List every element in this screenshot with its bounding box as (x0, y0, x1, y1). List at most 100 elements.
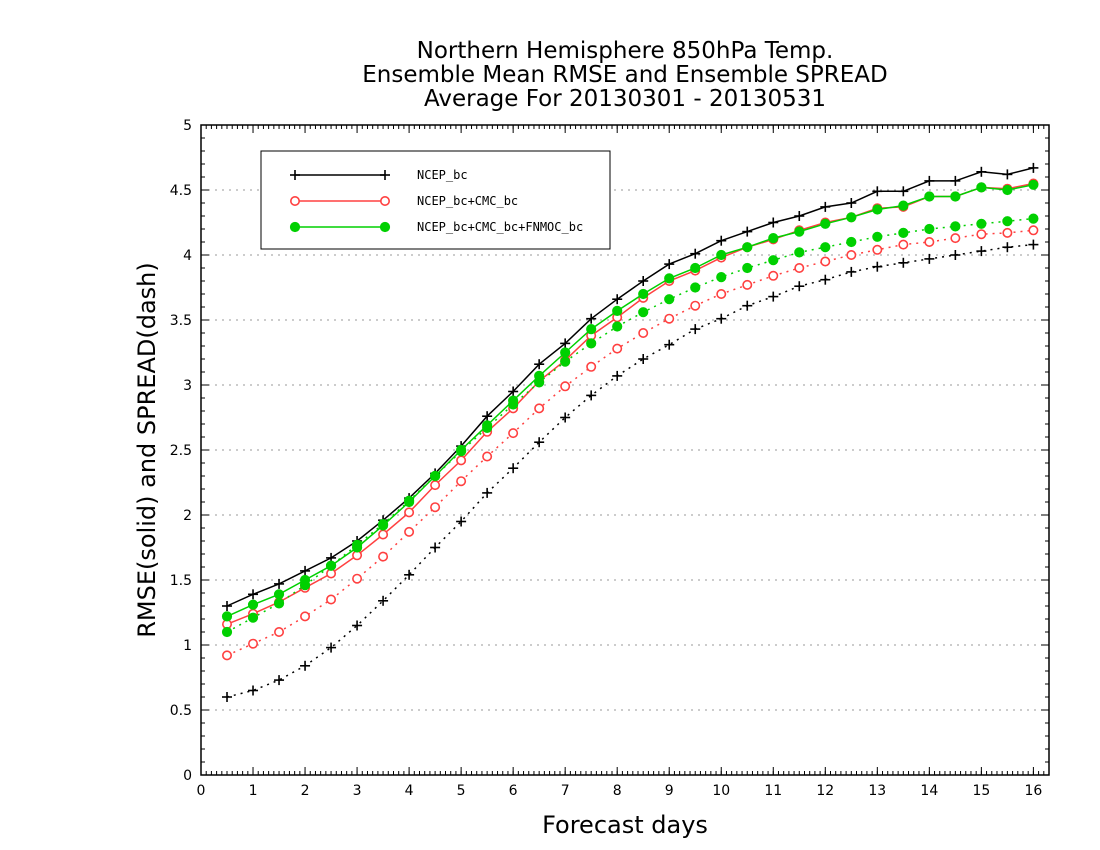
data-point (794, 226, 805, 237)
data-point (638, 288, 649, 300)
legend: NCEP_bc NCEP_bc+CMC_bc NCEP_bc+CMC_bc+FNMO… (260, 150, 611, 250)
data-point (612, 305, 623, 316)
data-point (794, 211, 805, 221)
data-point (326, 642, 337, 653)
data-point (820, 274, 831, 285)
y-tick-label: 2 (183, 508, 192, 524)
data-point (1028, 162, 1039, 173)
data-point (950, 191, 961, 202)
data-point (247, 599, 259, 610)
data-point (586, 390, 597, 401)
data-point (378, 595, 389, 606)
series-spread-5 (221, 213, 1039, 638)
data-point (820, 201, 831, 212)
data-point (378, 529, 389, 540)
data-point (846, 250, 857, 261)
data-point (976, 229, 987, 240)
data-point (430, 470, 441, 482)
x-tick-label: 10 (712, 783, 730, 799)
data-point (794, 281, 805, 292)
legend-marker (289, 196, 300, 207)
data-point (248, 685, 259, 696)
data-point (950, 233, 961, 244)
data-point (638, 327, 649, 338)
data-point (404, 507, 415, 518)
series-line (226, 184, 1034, 618)
y-tick-label: 0.5 (170, 703, 192, 719)
data-point (742, 300, 753, 311)
data-point (638, 307, 649, 318)
series-group (221, 162, 1039, 702)
chart-title: Northern Hemisphere 850hPa Temp. Ensembl… (362, 38, 887, 112)
data-point (872, 186, 883, 197)
series-line (226, 217, 1034, 633)
data-point (508, 428, 519, 439)
data-point (482, 487, 493, 498)
data-point (222, 692, 233, 702)
data-point (274, 578, 285, 589)
series-line (226, 182, 1034, 625)
legend-marker (289, 221, 301, 233)
data-point (456, 455, 467, 466)
data-point (352, 573, 363, 584)
data-point (508, 399, 519, 410)
data-point (351, 539, 363, 551)
data-point (768, 270, 779, 281)
data-point (924, 223, 935, 235)
legend-marker (290, 170, 300, 180)
series-line (226, 229, 1034, 657)
title-line-1: Northern Hemisphere 850hPa Temp. (417, 38, 834, 64)
data-point (716, 288, 727, 299)
data-point (221, 611, 233, 622)
data-point (742, 262, 753, 274)
data-point (456, 476, 467, 487)
data-point (846, 236, 857, 248)
data-point (898, 239, 909, 250)
data-point (404, 526, 415, 537)
x-axis-label: Forecast days (542, 811, 708, 839)
data-point (898, 257, 909, 268)
data-point (456, 516, 467, 527)
data-point (690, 324, 701, 335)
data-point (872, 244, 883, 255)
data-point (820, 218, 831, 229)
x-tick-label: 12 (816, 783, 834, 799)
data-point (612, 370, 623, 381)
data-point (950, 175, 961, 186)
data-point (248, 589, 259, 600)
data-point (273, 598, 285, 609)
data-point (768, 255, 779, 266)
data-point (690, 282, 701, 293)
x-tick-label: 7 (561, 783, 570, 799)
data-point (586, 324, 597, 335)
legend-label: NCEP_bc (417, 168, 468, 182)
data-point (742, 279, 753, 290)
x-tick-label: 9 (665, 783, 674, 799)
data-point (560, 412, 571, 423)
data-point (924, 253, 935, 264)
legend-label: NCEP_bc+CMC_bc (417, 194, 518, 208)
data-point (586, 313, 597, 324)
data-point (1028, 239, 1039, 250)
x-tick-label: 0 (197, 783, 206, 799)
y-tick-label: 3.5 (170, 313, 192, 329)
title-line-2: Ensemble Mean RMSE and Ensemble SPREAD (362, 62, 887, 88)
data-point (794, 262, 805, 273)
data-point (768, 291, 779, 302)
data-point (846, 212, 857, 223)
x-tick-label: 6 (509, 783, 518, 799)
y-tick-label: 4.5 (170, 183, 192, 199)
data-point (898, 186, 909, 197)
data-point (664, 339, 675, 350)
data-point (430, 480, 441, 491)
legend-label: NCEP_bc+CMC_bc+FNMOC_bc (417, 220, 583, 234)
title-line-3: Average For 20130301 - 20130531 (424, 86, 826, 112)
data-point (222, 601, 233, 611)
data-point (560, 338, 571, 349)
data-point (690, 248, 701, 259)
data-point (273, 589, 285, 600)
data-point (716, 235, 727, 246)
x-tick-label: 14 (920, 783, 938, 799)
y-tick-label: 3 (183, 378, 192, 394)
